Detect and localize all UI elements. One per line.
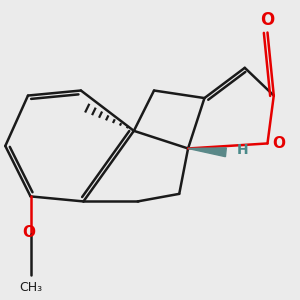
Polygon shape — [188, 148, 226, 157]
Text: O: O — [272, 136, 285, 151]
Text: O: O — [260, 11, 274, 29]
Text: H: H — [237, 143, 249, 157]
Text: CH₃: CH₃ — [19, 280, 42, 294]
Text: O: O — [22, 225, 35, 240]
